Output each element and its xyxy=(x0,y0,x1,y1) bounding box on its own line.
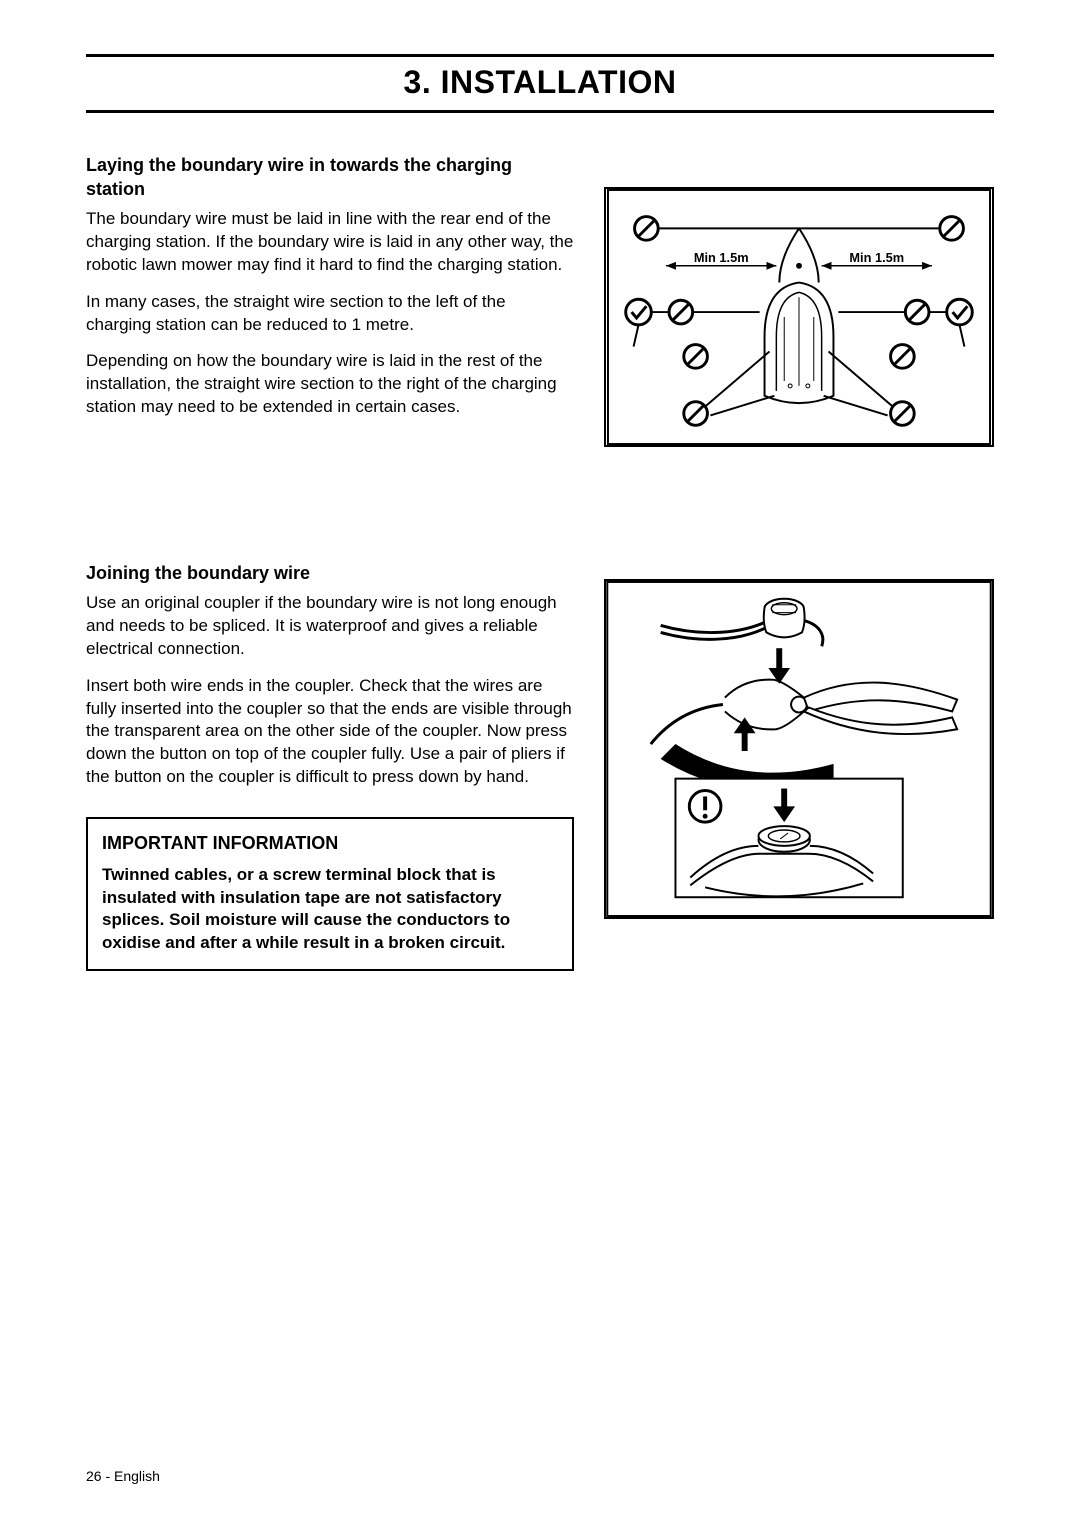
correct-mark-icon xyxy=(626,299,652,325)
section-1: Laying the boundary wire in towards the … xyxy=(86,145,994,453)
chapter-header: 3. INSTALLATION xyxy=(86,54,994,113)
incorrect-mark-icon xyxy=(891,345,915,369)
dimension-label-right: Min 1.5m xyxy=(849,250,904,265)
info-box-body: Twinned cables, or a screw terminal bloc… xyxy=(102,864,558,956)
section-2-heading: Joining the boundary wire xyxy=(86,561,574,585)
page-number-label: 26 - English xyxy=(86,1468,160,1484)
incorrect-mark-icon xyxy=(635,217,659,241)
section-2-p1: Use an original coupler if the boundary … xyxy=(86,592,574,661)
section-1-heading: Laying the boundary wire in towards the … xyxy=(86,153,574,202)
section-2-text: Joining the boundary wire Use an origina… xyxy=(86,553,574,971)
incorrect-mark-icon xyxy=(940,217,964,241)
charging-station-icon xyxy=(765,283,834,404)
page-footer: 26 - English xyxy=(86,1467,160,1486)
section-1-text: Laying the boundary wire in towards the … xyxy=(86,145,574,433)
section-1-p1: The boundary wire must be laid in line w… xyxy=(86,208,574,277)
incorrect-mark-icon xyxy=(891,402,915,426)
info-box-title: IMPORTANT INFORMATION xyxy=(102,831,558,855)
section-1-figure: Min 1.5m Min 1.5m xyxy=(604,187,994,453)
chapter-title: 3. INSTALLATION xyxy=(86,61,994,104)
incorrect-mark-icon xyxy=(669,300,693,324)
section-2: Joining the boundary wire Use an origina… xyxy=(86,553,994,971)
page-container: 3. INSTALLATION Laying the boundary wire… xyxy=(0,0,1080,1528)
section-2-p2: Insert both wire ends in the coupler. Ch… xyxy=(86,675,574,790)
spacer xyxy=(86,453,994,553)
incorrect-mark-icon xyxy=(684,345,708,369)
dimension-label-left: Min 1.5m xyxy=(694,250,749,265)
incorrect-mark-icon xyxy=(684,402,708,426)
charging-station-diagram: Min 1.5m Min 1.5m xyxy=(604,187,994,447)
important-info-box: IMPORTANT INFORMATION Twinned cables, or… xyxy=(86,817,574,971)
correct-mark-icon xyxy=(947,299,973,325)
coupler-diagram xyxy=(604,579,994,919)
section-1-p2: In many cases, the straight wire section… xyxy=(86,291,574,337)
section-1-p3: Depending on how the boundary wire is la… xyxy=(86,350,574,419)
inset-box xyxy=(675,779,902,898)
warning-icon xyxy=(689,791,721,823)
section-2-figure xyxy=(604,579,994,925)
incorrect-mark-icon xyxy=(905,300,929,324)
